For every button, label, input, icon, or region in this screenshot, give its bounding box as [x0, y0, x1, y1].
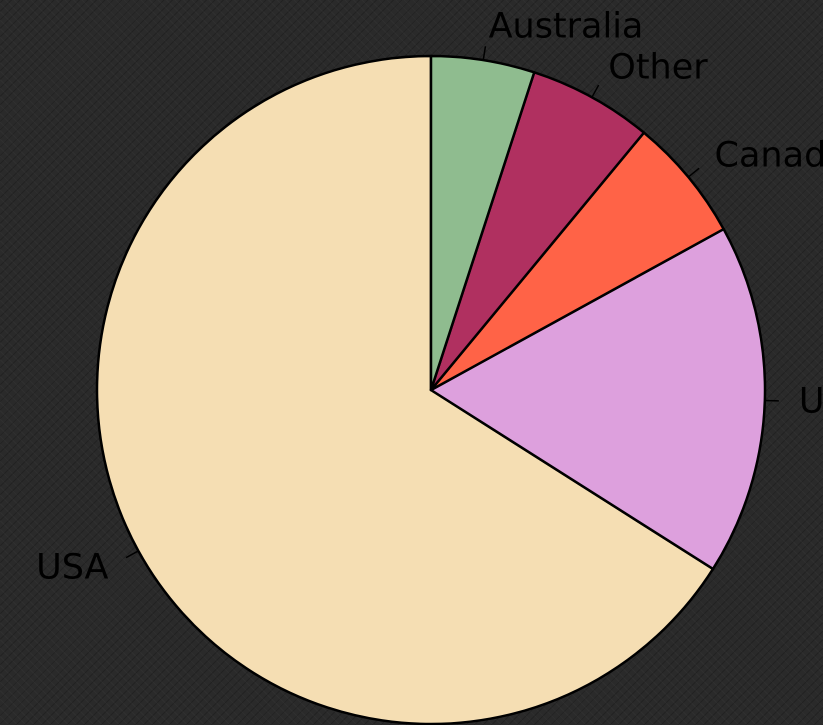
label-leader-lines — [125, 46, 779, 559]
pie-slice-usa — [95, 54, 715, 725]
slice-label-usa: USA — [36, 547, 108, 587]
slice-label-uk: UK — [799, 382, 823, 422]
slice-label-australia: Australia — [489, 7, 644, 47]
leader-line-australia — [482, 46, 487, 61]
pie-slices — [95, 54, 767, 725]
leader-line-usa — [125, 550, 139, 559]
leader-line-canada — [687, 167, 700, 178]
leader-line-other — [591, 84, 600, 98]
slice-label-other: Other — [608, 48, 708, 88]
pie-slice-australia — [429, 54, 536, 392]
slice-label-canada: Canada — [715, 135, 823, 175]
pie-slice-other — [429, 71, 646, 392]
pie-slice-canada — [429, 131, 725, 392]
